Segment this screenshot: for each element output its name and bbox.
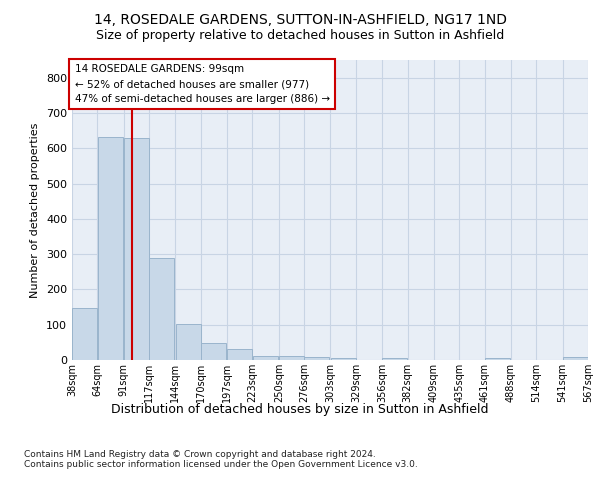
Bar xyxy=(485,358,510,360)
Text: Distribution of detached houses by size in Sutton in Ashfield: Distribution of detached houses by size … xyxy=(111,402,489,415)
Bar xyxy=(149,258,174,360)
Bar xyxy=(331,358,356,360)
Bar xyxy=(382,358,407,360)
Text: 14, ROSEDALE GARDENS, SUTTON-IN-ASHFIELD, NG17 1ND: 14, ROSEDALE GARDENS, SUTTON-IN-ASHFIELD… xyxy=(94,12,506,26)
Bar xyxy=(279,356,304,360)
Bar xyxy=(72,308,97,360)
Bar xyxy=(253,356,278,360)
Bar xyxy=(227,350,253,360)
Y-axis label: Number of detached properties: Number of detached properties xyxy=(31,122,40,298)
Text: Contains HM Land Registry data © Crown copyright and database right 2024.
Contai: Contains HM Land Registry data © Crown c… xyxy=(24,450,418,469)
Bar xyxy=(201,344,226,360)
Bar xyxy=(563,357,588,360)
Bar xyxy=(98,136,122,360)
Bar xyxy=(176,324,200,360)
Text: Size of property relative to detached houses in Sutton in Ashfield: Size of property relative to detached ho… xyxy=(96,29,504,42)
Bar xyxy=(124,138,149,360)
Bar xyxy=(304,357,329,360)
Text: 14 ROSEDALE GARDENS: 99sqm
← 52% of detached houses are smaller (977)
47% of sem: 14 ROSEDALE GARDENS: 99sqm ← 52% of deta… xyxy=(74,64,330,104)
